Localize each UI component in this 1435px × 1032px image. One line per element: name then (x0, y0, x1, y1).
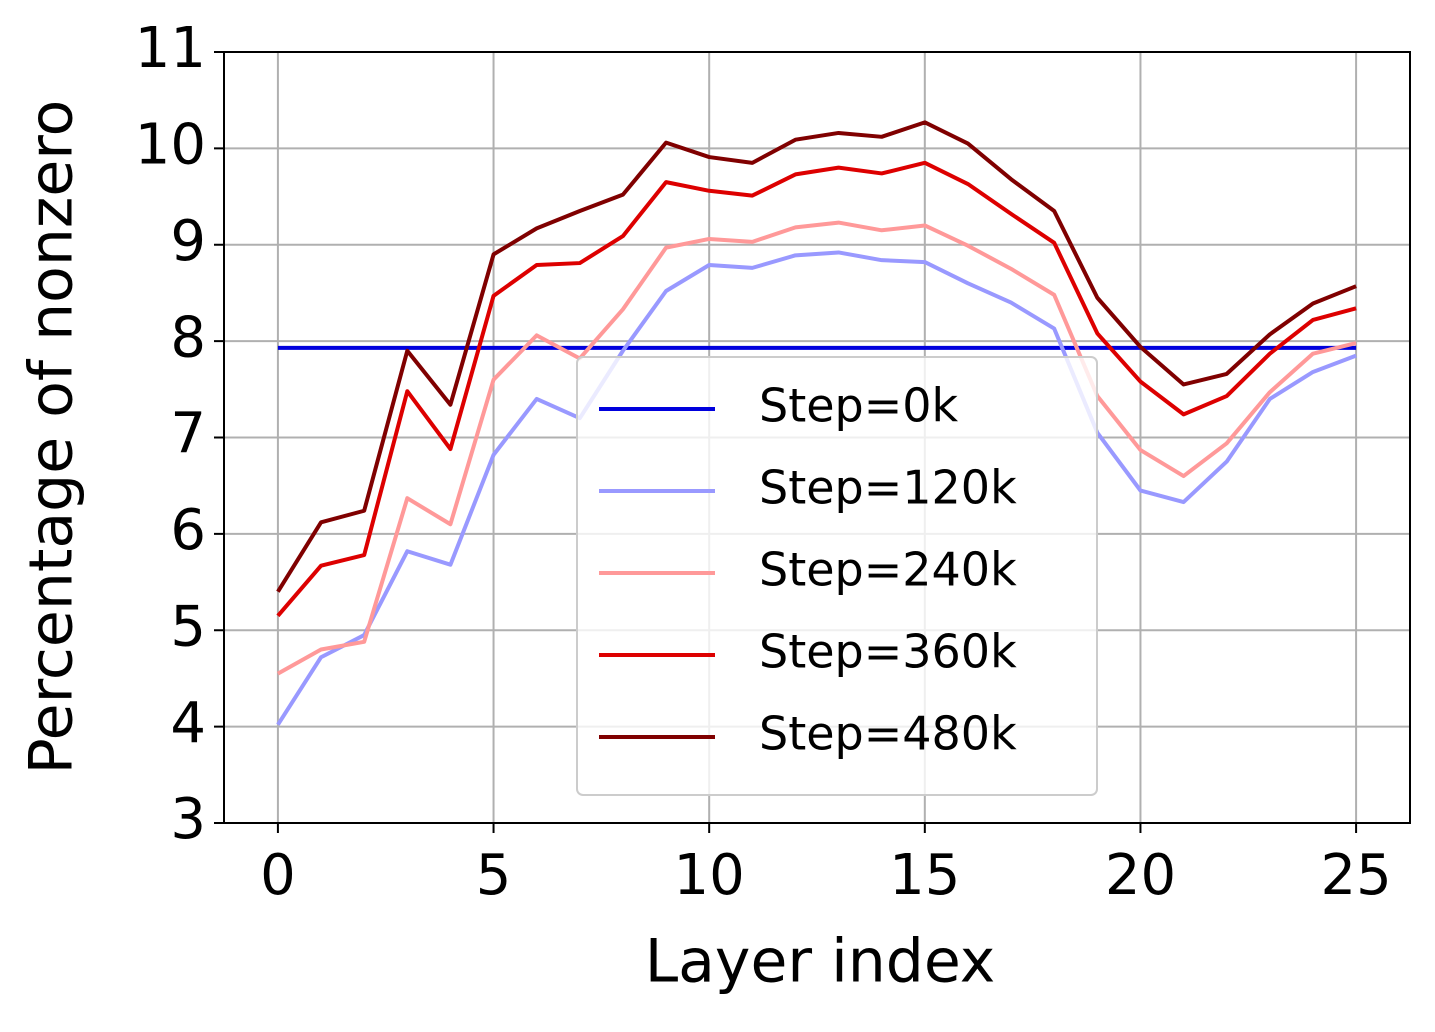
x-tick-label: 10 (674, 843, 745, 908)
x-tick-label: 15 (889, 843, 960, 908)
y-tick-label: 5 (170, 594, 206, 659)
series-line (276, 250, 1357, 726)
x-tick-label: 0 (260, 843, 296, 908)
legend-label: Step=240k (759, 543, 1017, 597)
y-tick-label: 7 (170, 402, 206, 467)
y-axis-label: Percentage of nonzero (17, 100, 87, 775)
y-tick-label: 8 (170, 305, 206, 370)
legend-label: Step=0k (759, 379, 959, 433)
plot-frame (223, 51, 1411, 824)
legend-box (576, 356, 1098, 796)
y-tick-label: 4 (170, 691, 206, 756)
y-tick-label: 9 (170, 209, 206, 274)
x-tick-label: 25 (1320, 843, 1391, 908)
legend-label: Step=480k (759, 707, 1017, 761)
y-tick-label: 3 (170, 787, 206, 852)
x-tick-label: 5 (476, 843, 512, 908)
y-tick-label: 10 (135, 113, 206, 178)
series-line (276, 160, 1357, 618)
series-line (276, 120, 1357, 593)
y-tick-label: 6 (170, 498, 206, 563)
x-axis-label: Layer index (645, 927, 996, 997)
series-line (276, 220, 1357, 676)
legend-label: Step=120k (759, 461, 1017, 515)
legend-label: Step=360k (759, 625, 1017, 679)
y-tick-label: 11 (135, 16, 206, 81)
x-tick-label: 20 (1105, 843, 1176, 908)
